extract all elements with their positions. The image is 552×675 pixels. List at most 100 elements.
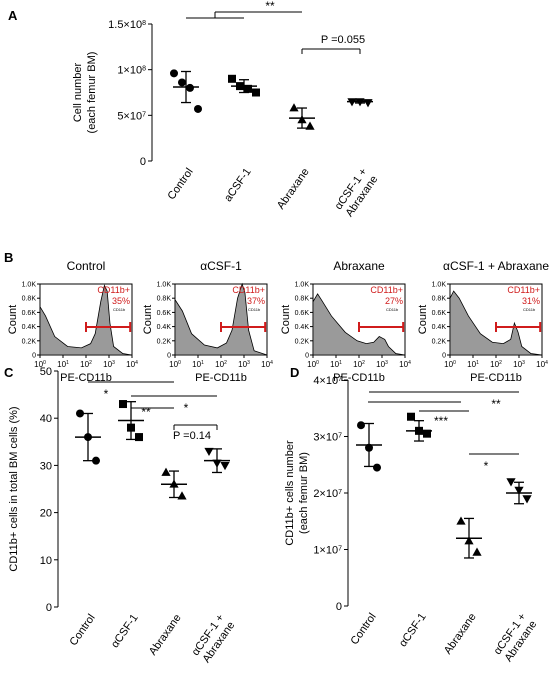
significance-label: ** xyxy=(265,0,275,13)
y-tick-label: 50 xyxy=(40,366,52,378)
x-tick-label: 100 xyxy=(169,360,181,369)
gate-percent: 27% xyxy=(385,296,403,306)
y-tick-label: 0.6K xyxy=(157,310,172,317)
tiny-axis-label: CD11b xyxy=(248,307,261,312)
y-tick-label: 0 xyxy=(167,353,171,360)
y-tick-label: 0 xyxy=(336,601,342,613)
y-axis-label: Count xyxy=(280,305,292,334)
gate-percent: 35% xyxy=(112,296,130,306)
x-tick-label-line: Abraxane xyxy=(442,611,479,656)
x-tick-label-line: Control xyxy=(349,611,379,647)
data-point xyxy=(522,495,532,504)
data-point xyxy=(177,491,187,500)
panel-label-d: D xyxy=(290,365,299,380)
data-point xyxy=(472,547,482,556)
y-tick-label: 0.8K xyxy=(22,296,37,303)
x-tick-label-line: αCSF-1 xyxy=(109,612,141,650)
data-point xyxy=(357,421,365,430)
y-tick-label: 0 xyxy=(305,353,309,360)
histogram-title: Control xyxy=(67,259,106,273)
panel-label-a: A xyxy=(8,8,18,23)
y-tick-label: 0.4K xyxy=(295,324,310,331)
significance-label: *** xyxy=(434,414,448,428)
y-tick-label: 0.2K xyxy=(432,338,447,345)
y-axis-label: Count xyxy=(417,305,429,334)
panel-b-histograms: Control 0 0.2K 0.4K 0.6K 0.8K 1.0K 100 101 102 103… xyxy=(7,259,549,384)
x-tick-label: 104 xyxy=(399,360,411,369)
y-tick-label: 0 xyxy=(32,353,36,360)
x-tick-label-line: Abraxane xyxy=(147,612,184,657)
gate-percent: 37% xyxy=(247,296,265,306)
x-axis-label: PE-CD11b xyxy=(333,372,385,384)
histogram-area xyxy=(449,290,543,356)
y-tick-label: 4×107 xyxy=(313,375,342,387)
data-point xyxy=(415,426,423,435)
data-point xyxy=(355,98,365,107)
histogram-title: αCSF-1 xyxy=(200,259,242,273)
data-point xyxy=(76,409,84,418)
y-tick-label: 0.8K xyxy=(432,296,447,303)
data-point xyxy=(363,99,373,108)
x-tick-label: 102 xyxy=(490,360,502,369)
y-tick-label: 0.2K xyxy=(157,338,172,345)
panel-label-b: B xyxy=(4,250,13,265)
y-tick-label: 0.4K xyxy=(432,324,447,331)
y-tick-label: 0.2K xyxy=(22,338,37,345)
x-tick-label: 101 xyxy=(57,360,69,369)
x-tick-label: αCSF-1 +Abraxane xyxy=(190,612,238,665)
histogram-area xyxy=(174,282,268,356)
y-tick-label: 1.0K xyxy=(295,282,310,289)
y-tick-label: 0.8K xyxy=(295,296,310,303)
y-axis-label: Cell number xyxy=(72,63,84,123)
histogram-title: Abraxane xyxy=(333,259,385,273)
x-tick-label: 103 xyxy=(513,360,525,369)
significance-label: P =0.14 xyxy=(173,430,211,442)
data-point xyxy=(119,400,127,409)
data-point xyxy=(220,462,230,471)
data-point xyxy=(407,412,415,421)
data-point xyxy=(127,423,135,432)
data-point xyxy=(161,467,171,476)
data-point xyxy=(305,121,315,130)
x-tick-label: Control xyxy=(349,611,379,647)
y-axis-label: Count xyxy=(7,305,19,334)
significance-label: ** xyxy=(491,397,501,411)
data-point xyxy=(178,78,186,87)
gate-percent: 31% xyxy=(522,296,540,306)
gate-label: CD11b+ xyxy=(97,285,130,295)
x-tick-label: 104 xyxy=(536,360,548,369)
y-tick-label: 1.0K xyxy=(432,282,447,289)
x-tick-label: 102 xyxy=(353,360,365,369)
data-point xyxy=(252,88,260,97)
histogram-1: Control 0 0.2K 0.4K 0.6K 0.8K 1.0K 100 101 102 103… xyxy=(7,259,138,384)
y-tick-label: 0.2K xyxy=(295,338,310,345)
x-tick-label: 100 xyxy=(307,360,319,369)
data-point xyxy=(297,115,307,124)
x-tick-label: Abraxane xyxy=(275,166,312,211)
data-point xyxy=(347,98,357,107)
x-tick-label: 104 xyxy=(126,360,138,369)
y-tick-label: 0.6K xyxy=(22,310,37,317)
x-axis-label: PE-CD11b xyxy=(195,372,247,384)
panel-label-c: C xyxy=(4,365,14,380)
x-tick-label: 103 xyxy=(376,360,388,369)
x-tick-label: Control xyxy=(166,166,196,202)
x-tick-label: 101 xyxy=(467,360,479,369)
data-point xyxy=(212,459,222,468)
significance-label: ** xyxy=(141,405,151,419)
x-tick-label: Control xyxy=(68,612,98,648)
x-tick-label: 103 xyxy=(238,360,250,369)
data-point xyxy=(289,103,299,112)
y-tick-label: 0.6K xyxy=(295,310,310,317)
y-tick-label: 20 xyxy=(40,508,52,520)
data-point xyxy=(514,486,524,495)
x-tick-label: Abraxane xyxy=(442,611,479,656)
data-point xyxy=(135,433,143,442)
y-tick-label: 0 xyxy=(46,602,52,614)
data-point xyxy=(244,84,252,93)
y-tick-label: 0.4K xyxy=(157,324,172,331)
data-point xyxy=(236,82,244,91)
x-tick-label: 101 xyxy=(192,360,204,369)
panel-c-dot-plot: 0 10 20 30 40 50 CD11b+ cells in total BM cell… xyxy=(8,366,237,665)
y-tick-label: 1.0K xyxy=(157,282,172,289)
